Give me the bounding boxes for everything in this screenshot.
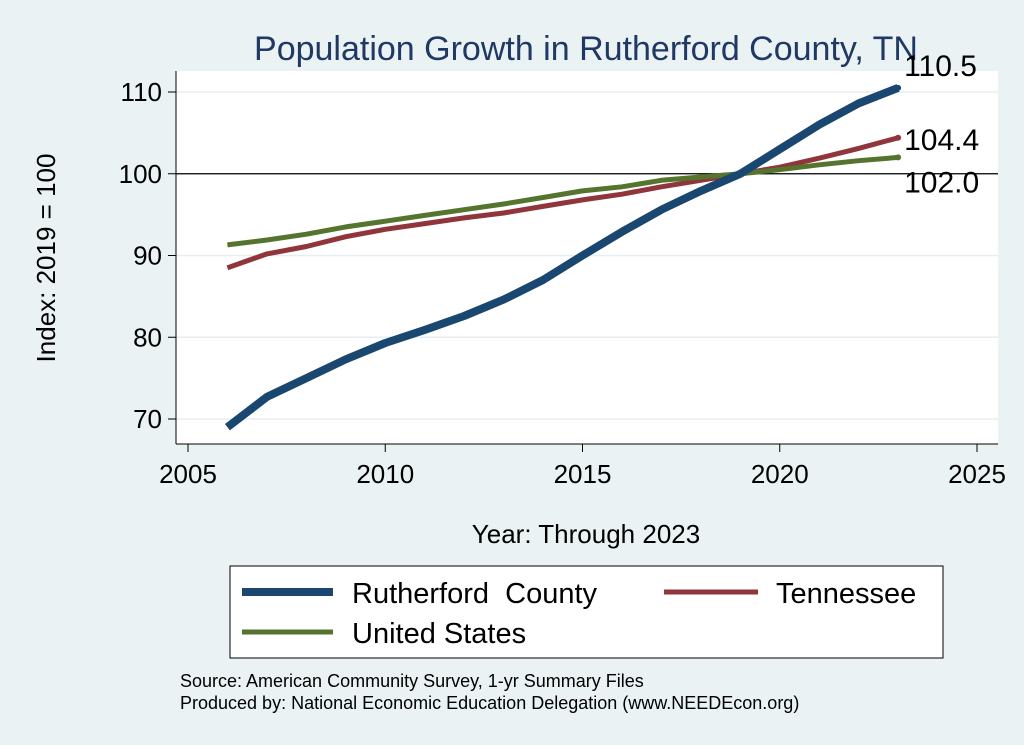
y-tick-label-70: 70 xyxy=(133,404,162,434)
series-group xyxy=(224,84,902,431)
legend-label-rutherford: Rutherford County xyxy=(352,578,598,610)
series-endpoint-tennessee xyxy=(895,134,902,141)
x-tick-label-2010: 2010 xyxy=(356,459,414,489)
series-endpoint-united-states xyxy=(895,154,902,161)
x-axis-label: Year: Through 2023 xyxy=(472,519,700,549)
end-label-tennessee: 104.4 xyxy=(904,124,979,157)
end-labels: 110.5 104.4 102.0 xyxy=(904,50,979,199)
source-note: Source: American Community Survey, 1-yr … xyxy=(180,671,644,691)
chart-title: Population Growth in Rutherford County, … xyxy=(254,30,918,68)
end-label-rutherford-county: 110.5 xyxy=(904,50,977,83)
y-tick-label-100: 100 xyxy=(119,159,162,189)
producer-note: Produced by: National Economic Education… xyxy=(180,693,799,713)
x-tick-label-2025: 2025 xyxy=(948,459,1006,489)
x-axis-ticks: 2005 2010 2015 2020 2025 xyxy=(159,444,1006,489)
legend-item-tennessee: Tennessee xyxy=(664,578,916,610)
y-tick-label-80: 80 xyxy=(133,322,162,352)
legend-label-tennessee: Tennessee xyxy=(776,578,916,610)
series-endpoint-rutherford-county xyxy=(895,84,902,91)
x-tick-label-2005: 2005 xyxy=(159,459,217,489)
series-line-rutherford-county xyxy=(224,84,900,431)
series-line-tennessee xyxy=(226,135,899,271)
y-tick-label-90: 90 xyxy=(133,241,162,271)
legend-box xyxy=(229,565,944,659)
x-tick-label-2015: 2015 xyxy=(554,459,612,489)
y-axis-label: Index: 2019 = 100 xyxy=(31,154,61,363)
legend-label-united-states: United States xyxy=(352,618,526,650)
x-tick-label-2020: 2020 xyxy=(751,459,809,489)
y-tick-label-110: 110 xyxy=(121,77,162,107)
series-line-united-states xyxy=(227,154,899,248)
end-label-united-states: 102.0 xyxy=(904,166,979,199)
legend-item-united-states: United States xyxy=(242,618,526,650)
y-axis-ticks: 70 80 90 100 110 xyxy=(119,77,176,434)
plot-area xyxy=(176,71,998,444)
legend-item-rutherford: Rutherford County xyxy=(242,578,598,610)
